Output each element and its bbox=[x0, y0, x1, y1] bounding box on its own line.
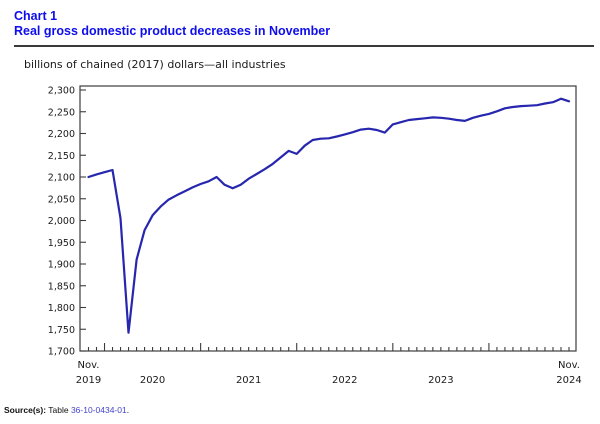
y-tick-label: 2,050 bbox=[48, 194, 75, 205]
unit-label: billions of chained (2017) dollars—all i… bbox=[24, 58, 286, 71]
x-label-year: 2021 bbox=[236, 375, 261, 386]
y-tick-label: 1,900 bbox=[48, 260, 75, 271]
y-tick-label: 2,150 bbox=[48, 151, 75, 162]
x-label-end-year: 2024 bbox=[556, 375, 581, 386]
chart-header: Chart 1 Real gross domestic product decr… bbox=[14, 9, 330, 39]
y-tick-label: 1,700 bbox=[48, 347, 75, 358]
y-tick-label: 1,850 bbox=[48, 281, 75, 292]
x-label-end-month: Nov. bbox=[558, 360, 580, 371]
source-period: . bbox=[126, 405, 130, 415]
y-tick-label: 2,200 bbox=[48, 129, 75, 140]
source-table-link[interactable]: 36-10-0434-01 bbox=[70, 405, 127, 415]
y-tick-label: 1,750 bbox=[48, 325, 75, 336]
y-tick-label: 2,250 bbox=[48, 107, 75, 118]
y-tick-label: 2,000 bbox=[48, 216, 75, 227]
chart-title: Real gross domestic product decreases in… bbox=[14, 24, 331, 38]
source-text: Table bbox=[46, 405, 71, 415]
x-label-start-month: Nov. bbox=[78, 360, 100, 371]
source-prefix: Source(s): bbox=[4, 405, 47, 415]
y-tick-label: 1,800 bbox=[48, 303, 75, 314]
source-line: Source(s): Table 36-10-0434-01. bbox=[4, 405, 129, 415]
x-label-start-year: 2019 bbox=[76, 375, 101, 386]
y-tick-label: 1,950 bbox=[48, 238, 75, 249]
plot-frame bbox=[79, 85, 577, 352]
header-divider bbox=[14, 45, 594, 47]
x-label-year: 2023 bbox=[428, 375, 453, 386]
y-tick-label: 2,300 bbox=[48, 86, 75, 97]
y-tick-label: 2,100 bbox=[48, 173, 75, 184]
gdp-line-series bbox=[87, 97, 571, 334]
x-label-year: 2020 bbox=[140, 375, 165, 386]
chart-number: Chart 1 bbox=[14, 9, 58, 23]
x-label-year: 2022 bbox=[332, 375, 357, 386]
